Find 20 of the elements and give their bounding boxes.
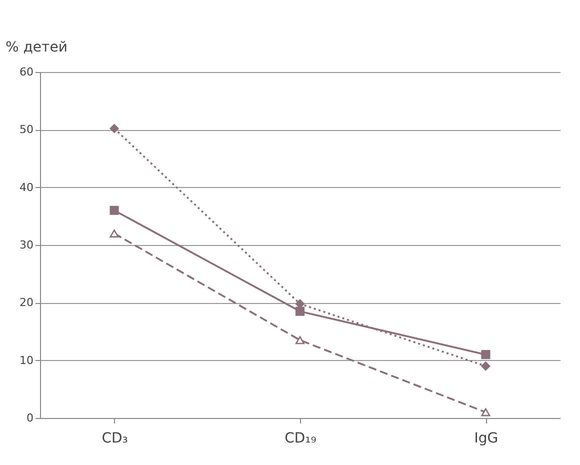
- point: [295, 299, 305, 308]
- y-tick-label: 10: [20, 354, 34, 367]
- point: [481, 408, 490, 416]
- y-tick-label: 40: [20, 180, 34, 194]
- y-tick-label: 60: [20, 66, 34, 78]
- x-tick-label: IgG: [474, 430, 498, 446]
- point: [110, 206, 119, 215]
- point: [295, 306, 305, 316]
- point: [481, 350, 490, 360]
- point: [295, 336, 305, 344]
- y-tick-label: 0: [26, 412, 34, 424]
- y-axis-title: % детей: [6, 40, 68, 56]
- y-tick-label: 30: [20, 238, 34, 252]
- x-tick-label: CD₁₉: [284, 430, 317, 446]
- point: [481, 362, 490, 371]
- point: [110, 124, 119, 134]
- y-tick-label: 20: [20, 296, 34, 310]
- point: [110, 229, 119, 238]
- y-tick-label: 50: [20, 123, 34, 136]
- x-tick-label: CD₃: [102, 430, 128, 446]
